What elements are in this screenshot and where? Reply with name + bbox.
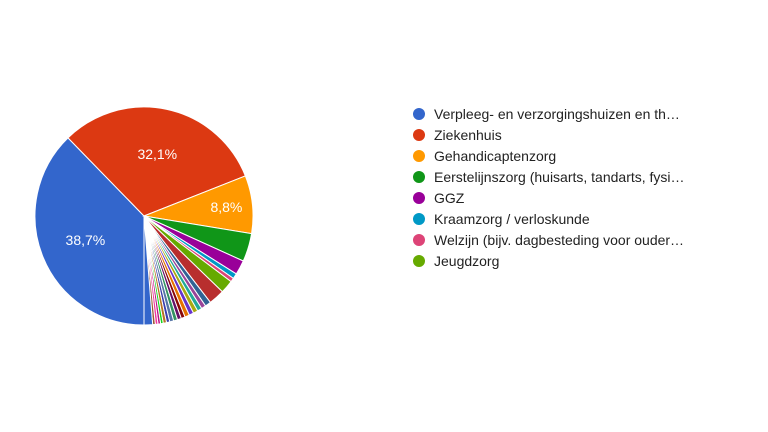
legend-swatch-7 bbox=[413, 254, 425, 267]
legend-label-3: Eerstelijnszorg (huisarts, tandarts, fys… bbox=[434, 168, 685, 185]
legend-item-7[interactable]: Jeugdzorg bbox=[413, 250, 685, 271]
chart-legend: Verpleeg- en verzorgingshuizen en th… Zie… bbox=[413, 103, 685, 271]
legend-label-7: Jeugdzorg bbox=[434, 252, 500, 269]
pie-slice-1[interactable] bbox=[67, 106, 247, 217]
legend-label-5: Kraamzorg / verloskunde bbox=[434, 210, 590, 227]
legend-label-4: GGZ bbox=[434, 189, 465, 206]
pie-slice-25[interactable] bbox=[143, 215, 154, 326]
pie-slice-0[interactable] bbox=[34, 137, 145, 326]
pie-slice-label-1: 32,1% bbox=[137, 146, 177, 162]
legend-swatch-6 bbox=[413, 233, 425, 246]
legend-swatch-3 bbox=[413, 170, 425, 183]
legend-label-0: Verpleeg- en verzorgingshuizen en th… bbox=[434, 105, 680, 122]
legend-item-2[interactable]: Gehandicaptenzorg bbox=[413, 145, 685, 166]
legend-item-4[interactable]: GGZ bbox=[413, 187, 685, 208]
legend-swatch-1 bbox=[413, 128, 425, 141]
legend-item-0[interactable]: Verpleeg- en verzorgingshuizen en th… bbox=[413, 103, 685, 124]
legend-item-1[interactable]: Ziekenhuis bbox=[413, 124, 685, 145]
legend-item-5[interactable]: Kraamzorg / verloskunde bbox=[413, 208, 685, 229]
legend-swatch-0 bbox=[413, 107, 425, 120]
pie-slice-label-0: 38,7% bbox=[66, 232, 106, 248]
legend-label-6: Welzijn (bijv. dagbesteding voor ouder… bbox=[434, 231, 685, 248]
legend-item-6[interactable]: Welzijn (bijv. dagbesteding voor ouder… bbox=[413, 229, 685, 250]
pie-slice-label-2: 8,8% bbox=[210, 199, 242, 215]
legend-label-2: Gehandicaptenzorg bbox=[434, 147, 557, 164]
legend-item-3[interactable]: Eerstelijnszorg (huisarts, tandarts, fys… bbox=[413, 166, 685, 187]
legend-label-1: Ziekenhuis bbox=[434, 126, 502, 143]
legend-swatch-5 bbox=[413, 212, 425, 225]
legend-swatch-2 bbox=[413, 149, 425, 162]
legend-swatch-4 bbox=[413, 191, 425, 204]
